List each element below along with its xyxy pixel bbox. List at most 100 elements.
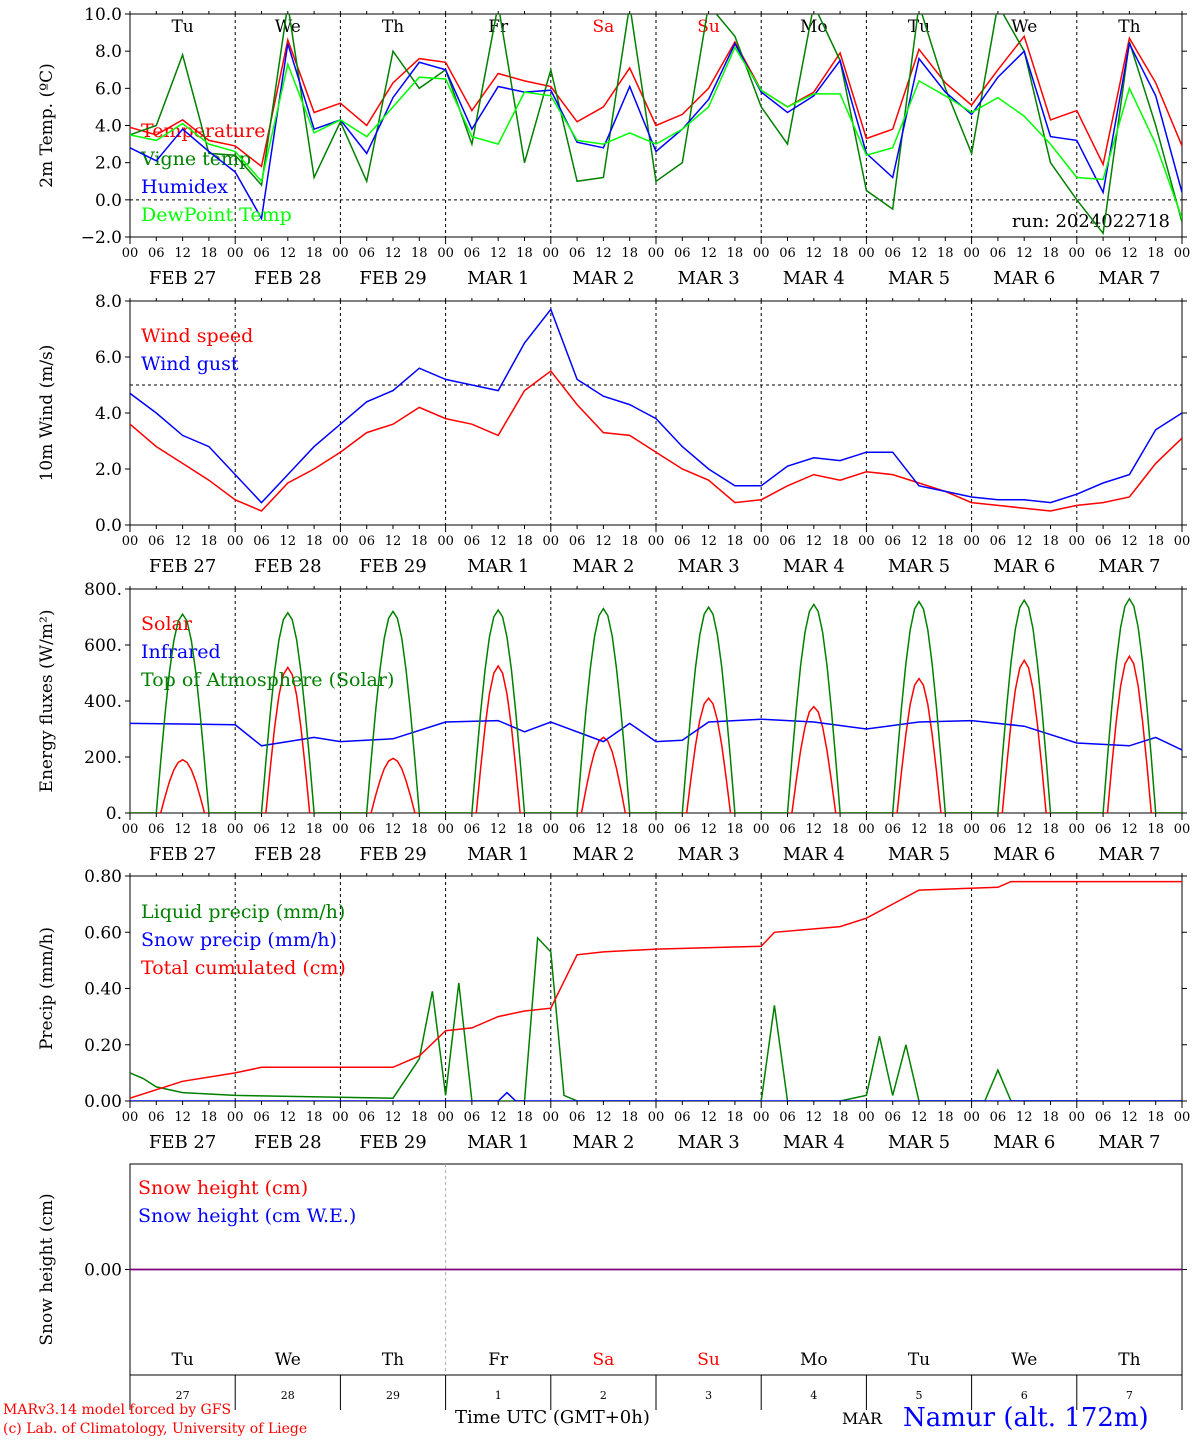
x-hour-label: 00 <box>1174 534 1191 549</box>
x-date-label: MAR 6 <box>993 268 1055 289</box>
x-hour-label: 18 <box>727 1110 744 1125</box>
x-date-label: MAR 3 <box>678 556 740 577</box>
x-hour-label: 06 <box>148 822 165 837</box>
day-number-label: 7 <box>1126 1389 1133 1402</box>
x-hour-label: 18 <box>1147 534 1164 549</box>
x-hour-label: 12 <box>911 1110 928 1125</box>
weekday-label: Mo <box>800 1350 828 1370</box>
weekday-label: Fr <box>488 17 509 37</box>
y-tick-label: −2.0 <box>81 228 122 248</box>
weekday-label: Su <box>697 17 720 37</box>
x-hour-label: 12 <box>1016 246 1033 261</box>
weekday-label: Tu <box>171 1350 193 1370</box>
weekday-label: Th <box>1118 17 1140 37</box>
day-number-label: 27 <box>176 1389 190 1402</box>
x-hour-label: 06 <box>884 1110 901 1125</box>
x-hour-label: 18 <box>832 822 849 837</box>
x-hour-label: 18 <box>1042 1110 1059 1125</box>
panel-frame-2 <box>129 588 1183 814</box>
x-date-label: FEB 27 <box>149 556 216 577</box>
day-number-label: 28 <box>281 1389 295 1402</box>
x-date-label: MAR 4 <box>783 556 845 577</box>
x-hour-label: 00 <box>648 534 665 549</box>
x-hour-label: 06 <box>464 246 481 261</box>
x-date-label: MAR 1 <box>467 556 529 577</box>
weekday-label: We <box>275 17 301 37</box>
x-hour-label: 06 <box>674 822 691 837</box>
bottom-month-label: MAR <box>842 1409 882 1428</box>
x-hour-label: 00 <box>1174 246 1191 261</box>
x-hour-label: 00 <box>1069 1110 1086 1125</box>
y-tick-label: 600. <box>84 636 122 656</box>
day-number-label: 4 <box>810 1389 817 1402</box>
weekday-label: We <box>275 1350 301 1370</box>
x-hour-label: 00 <box>753 1110 770 1125</box>
x-date-label: MAR 7 <box>1098 1132 1160 1153</box>
y-tick-label: 8.0 <box>95 292 122 312</box>
y-tick-label: 0.20 <box>84 1036 122 1056</box>
y-tick-label: 4.0 <box>95 117 122 137</box>
x-hour-label: 12 <box>385 246 402 261</box>
x-hour-label: 00 <box>332 246 349 261</box>
legend-entry: Liquid precip (mm/h) <box>141 901 345 923</box>
series-line-red <box>130 369 1182 512</box>
legend-entry: Vigne temp <box>140 148 251 170</box>
x-hour-label: 12 <box>490 246 507 261</box>
x-hour-label: 18 <box>1147 1110 1164 1125</box>
x-hour-label: 06 <box>674 1110 691 1125</box>
x-hour-label: 06 <box>569 822 586 837</box>
x-hour-label: 12 <box>280 1110 297 1125</box>
x-date-label: MAR 2 <box>572 556 634 577</box>
day-number-label: 2 <box>600 1389 607 1402</box>
legend-entry: Snow precip (mm/h) <box>141 929 337 951</box>
y-axis-label: Precip (mm/h) <box>37 927 57 1050</box>
series-line-lightgreen <box>130 45 1182 219</box>
x-hour-label: 18 <box>621 822 638 837</box>
x-hour-label: 06 <box>253 822 270 837</box>
series-line-green <box>130 14 1182 236</box>
x-hour-label: 18 <box>516 1110 533 1125</box>
x-hour-label: 12 <box>1016 534 1033 549</box>
x-hour-label: 18 <box>1042 534 1059 549</box>
x-hour-label: 12 <box>1121 534 1138 549</box>
x-hour-label: 06 <box>358 822 375 837</box>
legend-entry: Solar <box>141 613 193 635</box>
day-number-label: 5 <box>916 1389 923 1402</box>
x-hour-label: 18 <box>727 822 744 837</box>
x-hour-label: 00 <box>648 822 665 837</box>
x-hour-label: 00 <box>858 822 875 837</box>
x-hour-label: 12 <box>806 1110 823 1125</box>
lab-credit-line: (c) Lab. of Climatology, University of L… <box>3 1421 308 1437</box>
legend-entry: Wind speed <box>141 325 253 347</box>
x-date-label: MAR 4 <box>783 1132 845 1153</box>
x-hour-label: 00 <box>437 534 454 549</box>
x-hour-label: 12 <box>490 1110 507 1125</box>
x-hour-label: 12 <box>911 246 928 261</box>
x-date-label: MAR 7 <box>1098 844 1160 865</box>
x-hour-label: 12 <box>700 534 717 549</box>
x-hour-label: 06 <box>464 534 481 549</box>
x-date-label: MAR 1 <box>467 268 529 289</box>
x-hour-label: 00 <box>543 534 560 549</box>
x-hour-label: 06 <box>779 822 796 837</box>
x-hour-label: 00 <box>543 1110 560 1125</box>
weekday-label: Sa <box>593 17 615 37</box>
station-label: Namur (alt. 172m) <box>903 1403 1149 1433</box>
run-label: run: 2024022718 <box>1012 211 1170 232</box>
x-hour-label: 12 <box>700 246 717 261</box>
x-hour-label: 06 <box>148 534 165 549</box>
x-hour-label: 18 <box>201 1110 218 1125</box>
weekday-label: We <box>1011 17 1037 37</box>
x-hour-label: 18 <box>1147 822 1164 837</box>
x-hour-label: 18 <box>306 1110 323 1125</box>
x-hour-label: 18 <box>201 822 218 837</box>
x-hour-label: 12 <box>1016 822 1033 837</box>
legend-entry: Wind gust <box>141 353 239 375</box>
legend-entry: Total cumulated (cm) <box>141 957 346 979</box>
x-hour-label: 12 <box>490 822 507 837</box>
x-hour-label: 12 <box>385 822 402 837</box>
y-tick-label: 0.40 <box>84 980 122 1000</box>
x-hour-label: 00 <box>963 246 980 261</box>
x-hour-label: 06 <box>569 1110 586 1125</box>
x-date-label: MAR 1 <box>467 844 529 865</box>
